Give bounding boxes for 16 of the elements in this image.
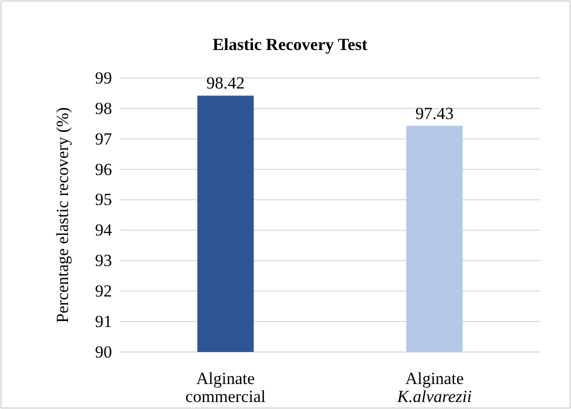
- data-label: 97.43: [415, 104, 454, 123]
- y-tick-label: 98: [95, 98, 112, 118]
- y-tick-label: 97: [95, 129, 112, 148]
- y-tick-label: 92: [95, 282, 112, 301]
- x-tick-label: Alginate K.alvarezii: [396, 369, 472, 406]
- x-tick-label: Alginate commercial: [185, 369, 266, 406]
- y-tick-label: 93: [95, 251, 112, 270]
- y-tick-label: 99: [95, 68, 112, 88]
- y-tick-label: 90: [95, 342, 112, 362]
- chart-title: Elastic Recovery Test: [212, 35, 368, 54]
- data-label: 98.42: [206, 74, 245, 93]
- y-tick-label: 95: [95, 190, 112, 210]
- y-axis-title: Percentage elastic recovery (%): [53, 107, 72, 323]
- y-tick-label: 94: [95, 220, 112, 240]
- y-tick-label: 96: [95, 160, 112, 179]
- y-tick-label: 91: [95, 312, 112, 331]
